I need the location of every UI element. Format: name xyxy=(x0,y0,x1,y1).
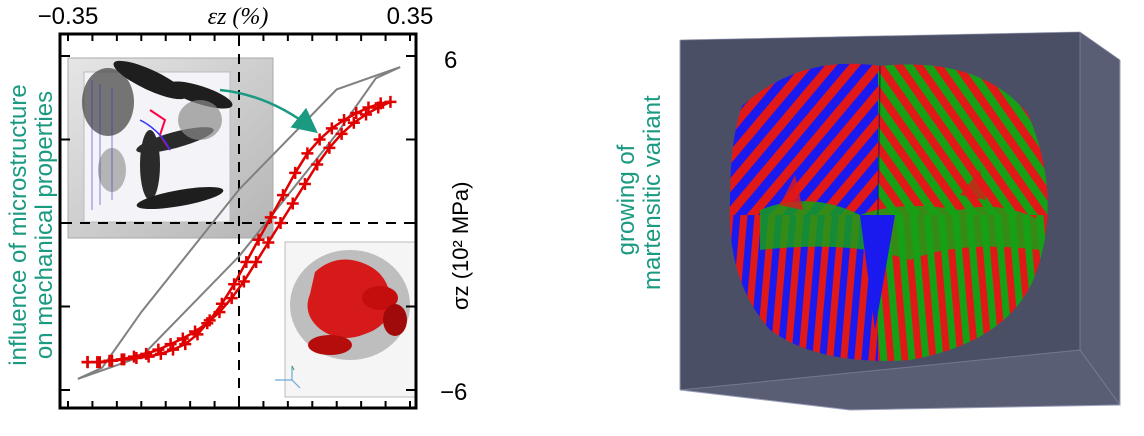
x-tick-label-min: −0.35 xyxy=(38,3,99,30)
data-point xyxy=(140,347,153,360)
data-point xyxy=(372,101,385,114)
microstructure-inset-top xyxy=(67,57,274,239)
data-point xyxy=(215,297,228,310)
data-point xyxy=(127,350,140,363)
data-point xyxy=(311,158,324,171)
data-point xyxy=(276,189,289,202)
y-axis-label: σz (10² MPa) xyxy=(448,182,473,311)
data-point xyxy=(103,354,116,367)
data-point xyxy=(286,197,299,210)
data-point xyxy=(167,343,180,356)
x-axis-label: εz (%) xyxy=(208,4,269,30)
data-point xyxy=(176,332,189,345)
data-point xyxy=(225,292,238,305)
data-point xyxy=(313,133,326,146)
x-tick-label-max: 0.35 xyxy=(387,3,434,30)
annotation-arrow xyxy=(219,88,318,134)
data-point xyxy=(115,353,128,366)
data-point xyxy=(130,351,143,364)
data-point xyxy=(264,211,277,224)
reference-lines xyxy=(62,36,414,406)
data-point xyxy=(237,275,250,288)
data-point xyxy=(347,116,360,129)
data-point xyxy=(335,127,348,140)
stress-strain-chart: −0.35 0.35 εz (%) 6 −6 σz (10² MPa) xyxy=(38,3,473,410)
data-point xyxy=(179,338,192,351)
data-point xyxy=(323,141,336,154)
series-line-1 xyxy=(77,66,401,380)
data-point xyxy=(338,114,351,127)
data-point xyxy=(325,122,338,135)
series-layer xyxy=(77,66,401,380)
martensite-cube-render xyxy=(679,31,1121,411)
right-caption: growing of martensitic variant xyxy=(613,95,666,290)
data-point xyxy=(189,325,202,338)
data-point xyxy=(81,356,94,369)
y-tick-label-max: 6 xyxy=(444,47,457,74)
data-point xyxy=(152,343,165,356)
data-point xyxy=(289,166,302,179)
y-tick-label-min: −6 xyxy=(440,379,467,406)
data-point xyxy=(298,178,311,191)
tick-marks xyxy=(60,34,416,408)
data-point xyxy=(360,108,373,121)
data-point xyxy=(350,107,363,120)
right-caption-line-1: growing of xyxy=(613,144,640,256)
data-point xyxy=(252,233,265,246)
microstructure-inset-bottom xyxy=(275,241,416,398)
data-point xyxy=(201,317,214,330)
data-point xyxy=(262,236,275,249)
data-point xyxy=(228,278,241,291)
data-point xyxy=(213,306,226,319)
data-point xyxy=(301,147,314,160)
data-point xyxy=(274,217,287,229)
data-point xyxy=(164,338,177,351)
data-point xyxy=(250,255,263,268)
data-point xyxy=(384,95,397,108)
